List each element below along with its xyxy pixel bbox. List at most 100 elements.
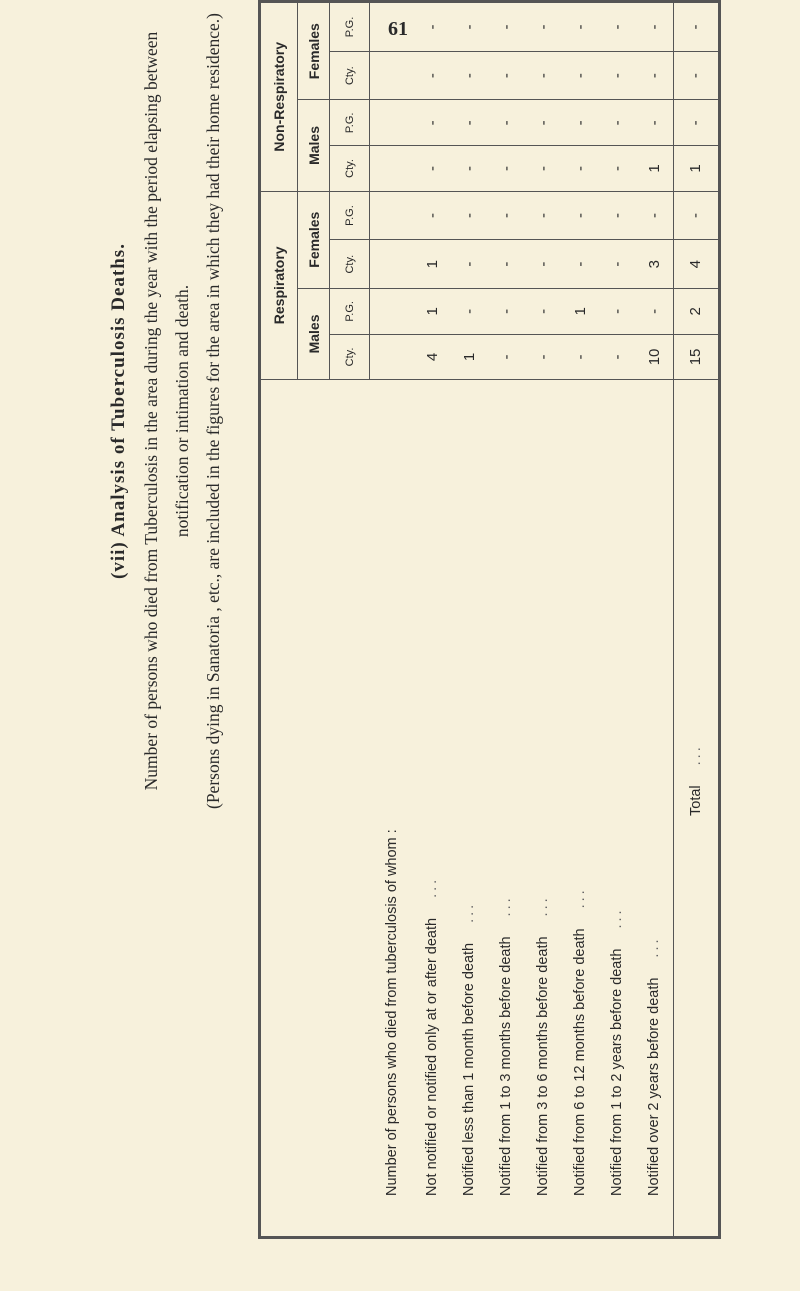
cell-value: -: [487, 191, 525, 240]
subcol-header: Cty.: [329, 145, 370, 192]
row-label: Notified over 2 years before death...: [635, 379, 673, 1238]
sex-header: Males: [297, 288, 330, 380]
cell-value: -: [524, 288, 562, 335]
row-label-text: Total: [687, 785, 704, 816]
cell-value: 1: [413, 239, 451, 289]
cell-value: -: [450, 1, 488, 52]
row-label-text: Notified from 6 to 12 months before deat…: [572, 928, 588, 1196]
leader-dots: ...: [461, 901, 477, 923]
cell-value: -: [524, 239, 562, 289]
cell-value: -: [450, 239, 488, 289]
cell-value: -: [524, 145, 562, 192]
row-label-text: Not notified or notified only at or afte…: [424, 917, 440, 1196]
row-label-text: Notified over 2 years before death: [646, 977, 662, 1196]
cell-value: -: [413, 1, 451, 52]
cell-value: -: [524, 191, 562, 240]
row-label: Not notified or notified only at or afte…: [413, 379, 451, 1238]
cell-value: -: [524, 51, 562, 100]
row-label-text: Notified from 3 to 6 months before death: [535, 936, 551, 1196]
cell-value: -: [598, 334, 636, 380]
table-row: Notified from 6 to 12 months before deat…: [561, 1, 599, 1238]
cell-value: -: [598, 145, 636, 192]
cell-value: -: [561, 145, 599, 192]
row-label: Total...: [673, 379, 719, 1238]
cell-value: -: [635, 51, 673, 100]
table-row: Notified from 1 to 2 years before death.…: [598, 1, 636, 1238]
row-label: Notified less than 1 month before death.…: [450, 379, 488, 1238]
table-row: Not notified or notified only at or afte…: [413, 1, 451, 1238]
table-row: Notified over 2 years before death... 10-…: [635, 1, 673, 1238]
table-row: Notified less than 1 month before death.…: [450, 1, 488, 1238]
cell-value: -: [487, 1, 525, 52]
cell-value: -: [598, 191, 636, 240]
cell-value: -: [450, 191, 488, 240]
cell-value: -: [561, 51, 599, 100]
cell-value: -: [561, 239, 599, 289]
cell-value: -: [450, 51, 488, 100]
cell-value: -: [561, 334, 599, 380]
cell-value: -: [487, 99, 525, 146]
subcol-header: Cty.: [329, 239, 370, 289]
cell-value: -: [598, 1, 636, 52]
leader-dots: ...: [535, 895, 551, 917]
row-label: Notified from 1 to 2 years before death.…: [598, 379, 636, 1238]
row-label-text: Notified from 1 to 3 months before death: [498, 936, 514, 1196]
cell-value: -: [598, 51, 636, 100]
leader-dots: ...: [498, 895, 514, 917]
subtitle-line-1: Number of persons who died from Tubercul…: [141, 31, 161, 791]
cell-value: -: [673, 191, 719, 240]
subcol-header: P.G.: [329, 99, 370, 146]
cell-value: 15: [673, 334, 719, 380]
sex-header: Females: [297, 191, 330, 289]
cell-value: -: [561, 191, 599, 240]
row-label-text: Notified from 1 to 2 years before death: [609, 948, 625, 1196]
cell-value: -: [635, 99, 673, 146]
cell-value: -: [673, 1, 719, 52]
cell-value: -: [487, 145, 525, 192]
cell-value: -: [673, 99, 719, 146]
total-row: Total... 15 2 4-1- - -: [673, 1, 719, 1238]
cell-value: -: [450, 145, 488, 192]
subcol-header: Cty.: [329, 334, 370, 380]
cell-value: -: [524, 99, 562, 146]
row-label: Notified from 3 to 6 months before death…: [524, 379, 562, 1238]
cell-value: -: [524, 1, 562, 52]
cell-value: 3: [635, 239, 673, 289]
title-block: (vii) Analysis of Tuberculosis Deaths. N…: [108, 0, 229, 851]
cell-value: 10: [635, 334, 673, 380]
row-label: Notified from 1 to 3 months before death…: [487, 379, 525, 1238]
cell-value: 2: [673, 288, 719, 335]
cell-value: -: [413, 191, 451, 240]
page-title: (vii) Analysis of Tuberculosis Deaths.: [108, 243, 129, 579]
cell-value: -: [487, 288, 525, 335]
cell-value: -: [598, 99, 636, 146]
tuberculosis-deaths-table: Respiratory Non-Respiratory Males Female…: [258, 0, 721, 1239]
label-header: [259, 379, 370, 1238]
sex-header: Males: [297, 99, 330, 192]
cell-value: -: [524, 334, 562, 380]
group-respiratory: Respiratory: [259, 191, 298, 380]
cell-value: -: [673, 51, 719, 100]
leader-dots: ...: [424, 876, 440, 898]
residence-note: (Persons dying in Sanatoria , etc., are …: [203, 13, 223, 809]
cell-value: -: [450, 99, 488, 146]
cell-value: -: [598, 288, 636, 335]
cell-value: -: [635, 191, 673, 240]
cell-value: 1: [673, 145, 719, 192]
cell-value: -: [487, 334, 525, 380]
cell-value: -: [450, 288, 488, 335]
cell-value: 4: [413, 334, 451, 380]
cell-value: -: [413, 99, 451, 146]
table-row: Notified from 3 to 6 months before death…: [524, 1, 562, 1238]
subcol-header: Cty.: [329, 51, 370, 100]
sex-header: Females: [297, 1, 330, 100]
cell-value: -: [561, 99, 599, 146]
cell-value: -: [635, 1, 673, 52]
leader-dots: ...: [609, 907, 625, 929]
leader-dots: ...: [646, 936, 662, 958]
cell-value: 1: [413, 288, 451, 335]
row-label: Notified from 6 to 12 months before deat…: [561, 379, 599, 1238]
subcol-header: P.G.: [329, 288, 370, 335]
subcol-header: P.G.: [329, 191, 370, 240]
